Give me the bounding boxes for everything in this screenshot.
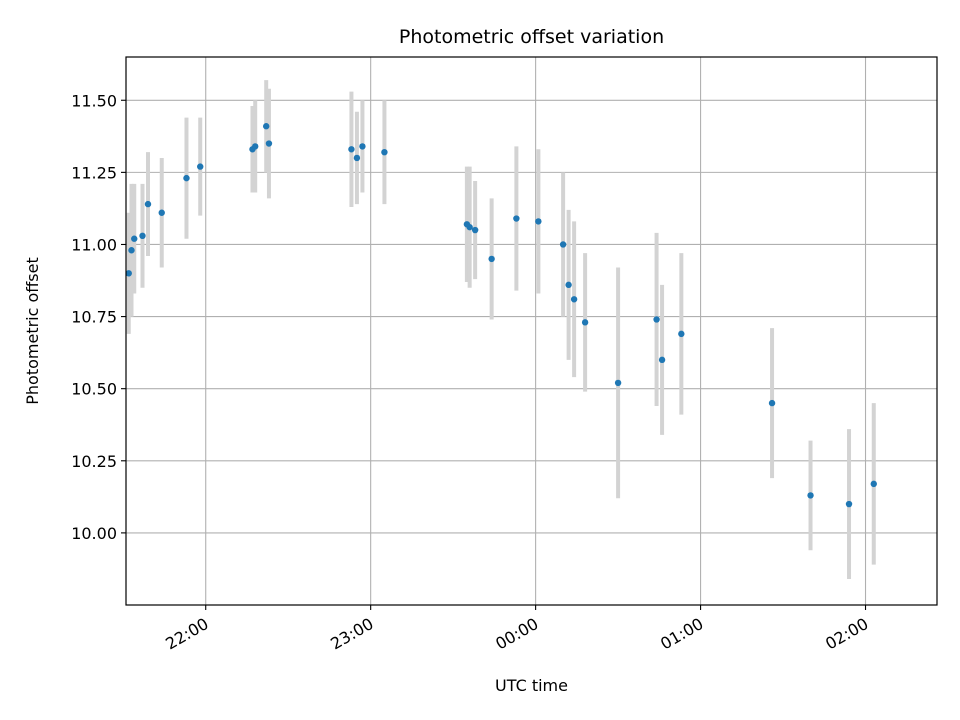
data-point <box>658 356 666 364</box>
data-point <box>870 480 877 488</box>
y-tick-label: 11.00 <box>71 235 117 254</box>
data-point <box>513 215 520 222</box>
data-point <box>139 232 146 240</box>
data-point <box>348 146 355 153</box>
data-point <box>359 143 366 150</box>
data-point <box>183 174 190 182</box>
data-point <box>381 148 388 156</box>
y-tick-label: 10.75 <box>71 308 117 327</box>
data-point <box>488 255 495 263</box>
data-point <box>678 330 685 338</box>
data-point <box>265 140 273 147</box>
data-point <box>565 281 572 289</box>
data-point <box>252 143 259 150</box>
y-tick-label: 10.50 <box>71 380 117 399</box>
data-point <box>125 270 132 277</box>
data-point <box>570 296 578 303</box>
chart-title: Photometric offset variation <box>399 26 664 48</box>
y-tick-label: 10.00 <box>71 524 117 543</box>
data-point <box>768 399 776 407</box>
data-point <box>653 316 660 323</box>
data-point <box>807 492 814 499</box>
data-point <box>131 235 138 242</box>
y-tick-label: 11.50 <box>71 91 117 110</box>
data-point <box>471 226 479 234</box>
data-point <box>144 200 152 208</box>
data-point <box>559 241 567 248</box>
y-axis-label: Photometric offset <box>23 257 42 405</box>
data-point <box>581 319 589 326</box>
point-layer <box>125 123 877 508</box>
data-point <box>263 123 270 130</box>
y-tick-label: 10.25 <box>71 452 117 471</box>
plot-frame <box>125 56 938 606</box>
data-point <box>197 163 204 170</box>
data-point <box>614 379 622 387</box>
data-point <box>845 500 853 508</box>
y-tick-label: 11.25 <box>71 163 117 182</box>
data-point <box>158 209 165 216</box>
data-point <box>535 218 542 225</box>
data-point <box>128 247 135 254</box>
x-axis-label: UTC time <box>495 676 568 695</box>
grid-layer <box>126 57 937 605</box>
data-point <box>353 154 361 162</box>
data-point <box>466 223 473 231</box>
